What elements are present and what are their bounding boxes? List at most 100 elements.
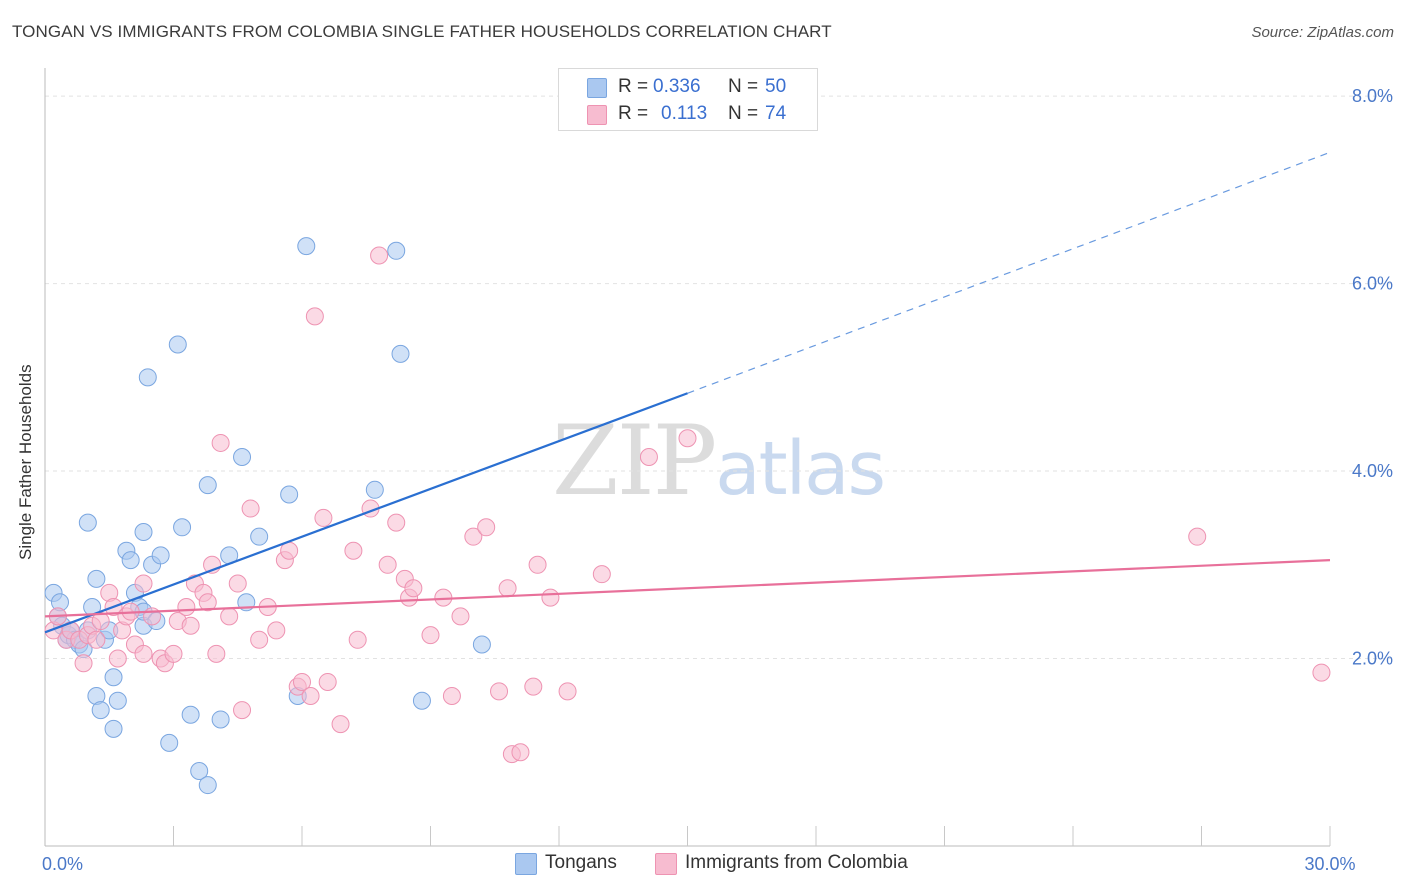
tongans-point-19 (108, 691, 127, 710)
colombia-point-46 (331, 715, 350, 734)
colombia-point-65 (511, 743, 530, 762)
y-tick-label-0: 2.0% (1352, 649, 1393, 669)
tongans-point-31 (151, 546, 170, 565)
colombia-point-30 (207, 644, 226, 663)
x-tick-label-1: 30.0% (1304, 854, 1355, 874)
tongans-point-47 (365, 480, 384, 499)
colombia-point-61 (477, 518, 496, 537)
colombia-point-8 (87, 630, 106, 649)
colombia-point-22 (164, 644, 183, 663)
colombia-point-25 (181, 616, 200, 635)
y-tick-label-3: 8.0% (1352, 86, 1393, 106)
colombia-point-31 (211, 433, 230, 452)
colombia-point-60 (464, 527, 483, 546)
colombia-point-44 (314, 508, 333, 527)
colombia-point-66 (524, 677, 543, 696)
tongans-point-38 (198, 776, 217, 795)
legend-n-value: 74 (765, 103, 787, 124)
legend-n-label: N = (728, 103, 759, 124)
colombia-point-38 (267, 621, 286, 640)
colombia-point-33 (228, 574, 247, 593)
colombia-point-24 (177, 597, 196, 616)
source-credit: Source: ZipAtlas.com (1251, 24, 1394, 41)
colombia-point-75 (1312, 663, 1331, 682)
colombia-point-63 (498, 579, 517, 598)
colombia-point-28 (198, 593, 217, 612)
axes (44, 68, 1331, 847)
tongans-point-14 (87, 569, 106, 588)
tongans-point-43 (250, 527, 269, 546)
colombia-point-18 (134, 574, 153, 593)
tongans-point-22 (121, 551, 140, 570)
tongans-point-34 (173, 518, 192, 537)
colombia-point-35 (241, 499, 260, 518)
colombia-point-55 (404, 579, 423, 598)
tongans-point-15 (91, 701, 110, 720)
colombia-point-5 (74, 654, 93, 673)
colombia-point-36 (250, 630, 269, 649)
colombia-point-69 (558, 682, 577, 701)
colombia-point-73 (305, 307, 324, 326)
legend-r-value: 0.113 (661, 103, 708, 124)
colombia-point-68 (541, 588, 560, 607)
colombia-trend-line (44, 559, 1331, 618)
grid-lines (45, 95, 1392, 660)
colombia-point-50 (370, 246, 389, 265)
tongans-point-35 (181, 705, 200, 724)
colombia-point-70 (592, 565, 611, 584)
tick-labels: 2.0% 4.0% 6.0% 8.0% 0.0% 30.0% (42, 86, 1393, 874)
series-label-colombia: Immigrants from Colombia (685, 852, 908, 873)
y-tick-label-2: 6.0% (1352, 274, 1393, 294)
legend-r-label: R = (618, 76, 649, 97)
legend-n-label: N = (728, 76, 759, 97)
colombia-point-58 (442, 687, 461, 706)
trend-lines (44, 151, 1331, 634)
colombia-point-34 (233, 701, 252, 720)
tongans-trend-extension (687, 151, 1331, 394)
tongans-point-33 (168, 335, 187, 354)
tongans-point-51 (472, 635, 491, 654)
colombia-point-42 (293, 672, 311, 691)
chart-title: TONGAN VS IMMIGRANTS FROM COLOMBIA SINGL… (12, 22, 832, 41)
tongans-point-20 (104, 719, 123, 738)
series-swatch-colombia (655, 853, 677, 875)
colombia-point-59 (451, 607, 470, 626)
colombia-point-45 (318, 672, 337, 691)
colombia-point-32 (220, 607, 239, 626)
tongans-point-46 (297, 237, 316, 256)
tongans-point-48 (387, 241, 406, 260)
tongans-point-39 (211, 710, 230, 729)
series-swatch-tongans (515, 853, 537, 875)
tongans-point-18 (104, 668, 123, 687)
legend-r-value: 0.336 (653, 76, 701, 97)
colombia-point-48 (348, 630, 367, 649)
tongans-point-32 (160, 733, 179, 752)
colombia-point-74 (1188, 527, 1207, 546)
tongans-point-37 (198, 476, 217, 495)
colombia-point-56 (421, 626, 440, 645)
watermark: ZIPatlas (552, 405, 886, 517)
tongans-point-50 (412, 691, 431, 710)
colombia-point-51 (378, 555, 397, 574)
colombia-point-52 (387, 513, 406, 532)
tongans-point-49 (391, 344, 410, 363)
tongans-point-28 (138, 368, 157, 387)
colombia-point-47 (344, 541, 363, 560)
legend-swatch-tongans (587, 78, 607, 98)
colombia-point-17 (134, 644, 153, 663)
tongans-point-44 (280, 485, 299, 504)
tongans-point-27 (134, 522, 153, 541)
legend-r-label: R = (618, 103, 649, 124)
tongans-point-41 (233, 448, 252, 466)
legend-n-value: 50 (765, 76, 787, 97)
watermark-zip: ZIP (552, 405, 717, 517)
correlation-legend: R = 0.336 N = 50 R = 0.113 N = 74 (558, 68, 818, 131)
colombia-point-72 (678, 429, 697, 448)
tongans-point-36 (190, 762, 209, 781)
x-tick-label-0: 0.0% (42, 854, 83, 874)
colombia-point-71 (639, 448, 658, 466)
series-label-tongans: Tongans (545, 852, 617, 873)
tongans-point-11 (78, 513, 97, 532)
colombia-point-62 (490, 682, 509, 701)
